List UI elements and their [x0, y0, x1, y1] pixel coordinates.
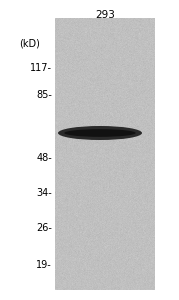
Text: 26-: 26- [36, 223, 52, 233]
Text: 293: 293 [95, 10, 115, 20]
Text: 85-: 85- [36, 90, 52, 100]
Text: (kD): (kD) [20, 38, 40, 48]
Text: 48-: 48- [36, 153, 52, 163]
Text: 19-: 19- [36, 260, 52, 270]
Ellipse shape [58, 126, 142, 140]
Text: 117-: 117- [30, 63, 52, 73]
Text: 34-: 34- [36, 188, 52, 198]
Ellipse shape [64, 129, 136, 137]
